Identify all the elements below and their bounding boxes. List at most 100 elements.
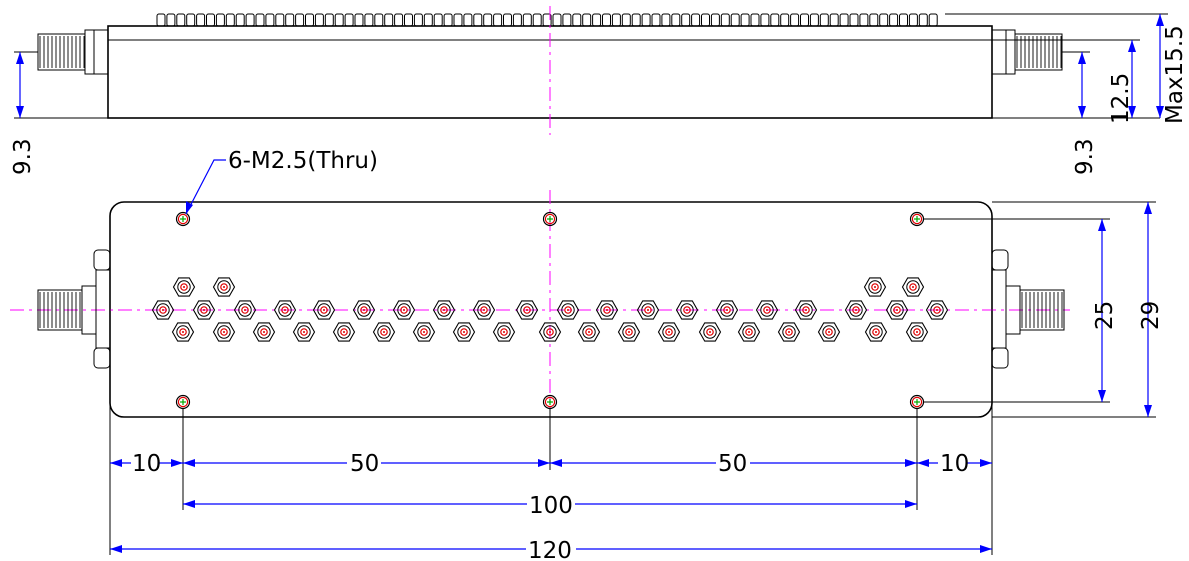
- tuning-screw-top: [592, 13, 602, 27]
- tuning-screw-top: [344, 13, 354, 27]
- tuning-screw-top: [780, 13, 790, 27]
- tuning-screw-top: [720, 13, 730, 27]
- tuning-screw-top: [621, 13, 631, 27]
- hex-nut-icon: [864, 322, 888, 342]
- tuning-screw-top: [314, 13, 324, 27]
- tuning-screw-top: [166, 13, 176, 27]
- tuning-screw-top: [661, 13, 671, 27]
- tuning-screw-top: [582, 13, 592, 27]
- mount-hole-icon: [909, 394, 925, 410]
- tuning-screw-top: [760, 13, 770, 27]
- tuning-screw-top: [899, 13, 908, 27]
- tuning-screw-top: [394, 13, 404, 27]
- tuning-screw-top: [453, 13, 463, 27]
- tuning-screw-top: [800, 13, 809, 27]
- tuning-screw-top: [918, 13, 928, 27]
- tuning-screw-top: [770, 13, 780, 27]
- tuning-screw-top: [265, 13, 275, 27]
- tuning-screw-top: [404, 13, 413, 27]
- mount-hole-icon: [175, 394, 191, 410]
- hex-nut-icon: [292, 322, 316, 342]
- tuning-screw-top: [483, 13, 493, 27]
- tuning-screw-top: [710, 13, 720, 27]
- tuning-screw-top: [889, 13, 899, 27]
- tuning-screw-top: [869, 13, 879, 27]
- tuning-screw-top: [354, 13, 364, 27]
- mount-hole-icon: [909, 211, 925, 227]
- hex-nut-icon: [172, 277, 196, 297]
- tuning-screw-top: [374, 13, 384, 27]
- hex-nut-icon: [538, 322, 562, 342]
- tuning-screw-top: [790, 13, 800, 27]
- hex-nut-icon: [212, 277, 236, 297]
- hex-nut-icon: [452, 322, 476, 342]
- tuning-screw-top: [809, 13, 819, 27]
- right-sma-connector-plan: [991, 249, 1065, 369]
- tuning-screw-top: [275, 13, 285, 27]
- overall-height-label: 29: [1138, 301, 1164, 330]
- tuning-screw-top: [849, 13, 859, 27]
- hex-nut-icon: [817, 322, 841, 342]
- left-sma-connector-plan: [37, 249, 111, 369]
- left-edge-width-label: 10: [132, 451, 161, 477]
- tuning-screw-row: [156, 13, 938, 27]
- right-half-width-label: 50: [718, 451, 747, 477]
- hex-nut-icon: [212, 322, 236, 342]
- hole-spacing-height-label: 25: [1092, 301, 1118, 330]
- tuning-screw-top: [493, 13, 503, 27]
- hex-nut-icon: [492, 322, 516, 342]
- tuning-screw-top: [859, 13, 869, 27]
- tuning-screw-top: [750, 13, 760, 27]
- right-edge-width-label: 10: [940, 451, 969, 477]
- hex-nut-icon: [412, 322, 436, 342]
- tuning-screw-top: [186, 13, 196, 27]
- tuning-screw-top: [334, 13, 344, 27]
- tuning-screw-top: [562, 13, 572, 27]
- tuning-screw-top: [552, 13, 562, 27]
- tuning-screw-top: [641, 13, 651, 27]
- tuning-screw-top: [542, 13, 552, 27]
- hex-nut-icon: [171, 322, 195, 342]
- tuning-screw-top: [215, 13, 225, 27]
- tuning-screw-top: [206, 13, 215, 27]
- tuning-screw-top: [908, 13, 918, 27]
- hex-nut-icon: [657, 322, 681, 342]
- tuning-screw-top: [631, 13, 641, 27]
- hex-nut-icon: [777, 322, 801, 342]
- tuning-screw-top: [295, 13, 305, 27]
- tuning-screw-top: [176, 13, 186, 27]
- hex-nut-icon: [737, 322, 761, 342]
- tuning-screw-top: [611, 13, 621, 27]
- left-connector-height-label: 9.3: [10, 138, 36, 175]
- tuning-screw-top: [433, 13, 443, 27]
- tuning-screw-top: [463, 13, 473, 27]
- side-view: 9.3 9.3 12.5 Max15.5: [10, 6, 1188, 175]
- tuning-screw-top: [156, 13, 166, 27]
- hex-nut-icon: [372, 322, 396, 342]
- tuning-screw-top: [503, 13, 512, 27]
- left-half-width-label: 50: [350, 451, 379, 477]
- hex-nut-icon: [698, 322, 722, 342]
- tuning-screw-top: [691, 13, 701, 27]
- mount-hole-icon: [542, 394, 558, 410]
- tuning-screw-top: [651, 13, 661, 27]
- tuning-screw-top: [413, 13, 423, 27]
- mount-hole-icon: [175, 211, 191, 227]
- hex-nut-icon: [905, 322, 929, 342]
- tuning-screw-top: [255, 13, 265, 27]
- tuning-screw-top: [572, 13, 582, 27]
- tuning-screw-top: [225, 13, 235, 27]
- left-sma-connector-side: [37, 29, 109, 75]
- tuning-screw-top: [245, 13, 255, 27]
- tuning-screw-top: [235, 13, 245, 27]
- tuning-screw-top: [384, 13, 394, 27]
- tuning-screw-top: [532, 13, 542, 27]
- tuning-screw-top: [364, 13, 374, 27]
- hex-nut-icon: [617, 322, 641, 342]
- hex-nut-icon: [332, 322, 356, 342]
- hex-nut-icon: [901, 277, 925, 297]
- tuning-screw-top: [324, 13, 334, 27]
- tuning-screw-top: [305, 13, 314, 27]
- tuning-screw-top: [512, 13, 522, 27]
